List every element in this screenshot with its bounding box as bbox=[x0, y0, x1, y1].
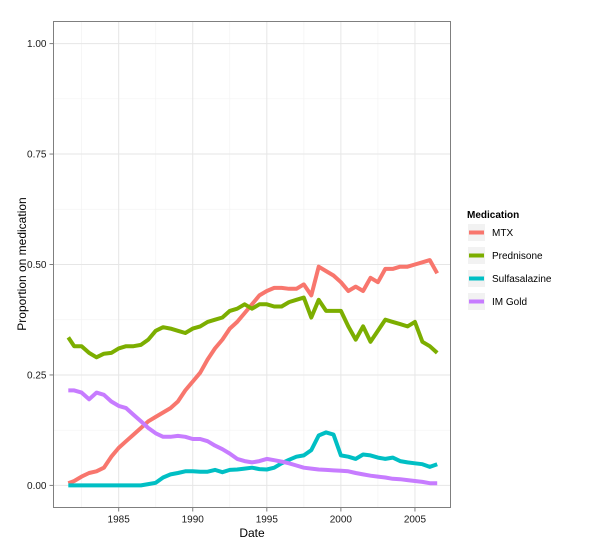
x-axis: 1985 1990 1995 2000 2005 bbox=[108, 507, 427, 526]
x-tick-label: 2000 bbox=[330, 515, 353, 526]
y-axis: 0.00 0.25 0.50 0.75 1.00 bbox=[27, 39, 54, 492]
y-axis-title: Proportion on medication bbox=[15, 197, 29, 330]
series-lines bbox=[66, 258, 439, 488]
series-line-im-gold bbox=[68, 388, 438, 486]
y-tick-label: 0.25 bbox=[27, 370, 47, 381]
x-axis-title: Date bbox=[239, 526, 265, 540]
legend-item: MTX bbox=[468, 224, 513, 241]
legend-item: IM Gold bbox=[468, 293, 527, 310]
x-tick-label: 2005 bbox=[404, 515, 427, 526]
y-tick-label: 0.75 bbox=[27, 150, 47, 161]
x-tick-label: 1995 bbox=[256, 515, 279, 526]
x-tick-label: 1990 bbox=[182, 515, 205, 526]
legend-items: MTX Prednisone Sulfasalazine IM Gold bbox=[468, 224, 552, 310]
legend-label: Prednisone bbox=[492, 251, 543, 262]
y-tick-label: 1.00 bbox=[27, 39, 47, 50]
legend-label: IM Gold bbox=[492, 297, 527, 308]
legend-title: Medication bbox=[467, 210, 519, 221]
legend-item: Prednisone bbox=[468, 247, 543, 264]
series-line-sulfasalazine bbox=[68, 430, 438, 488]
x-tick-label: 1985 bbox=[108, 515, 131, 526]
y-tick-label: 0.00 bbox=[27, 481, 47, 492]
legend: Medication MTX Prednisone Sulfasalazine IM … bbox=[467, 210, 552, 310]
legend-label: MTX bbox=[492, 228, 513, 239]
y-tick-label: 0.50 bbox=[27, 260, 47, 271]
legend-label: Sulfasalazine bbox=[492, 274, 552, 285]
legend-item: Sulfasalazine bbox=[468, 270, 552, 287]
series-line-mtx bbox=[67, 258, 439, 486]
series-line-prednisone bbox=[66, 295, 439, 360]
